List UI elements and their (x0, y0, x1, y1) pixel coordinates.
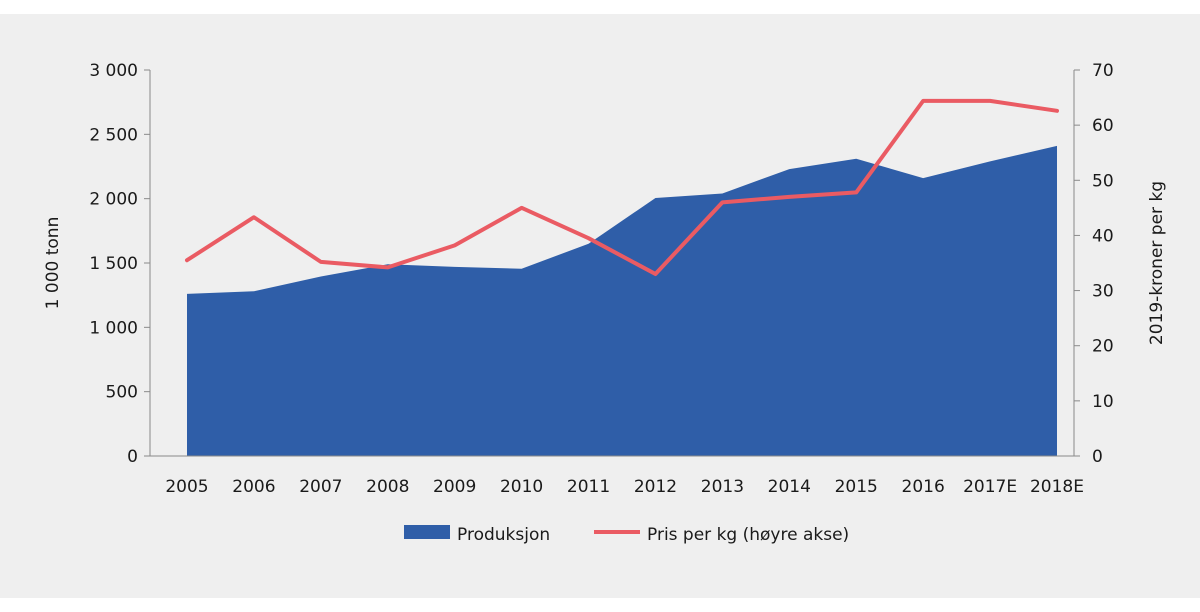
tick-labels: 0 500 1 000 1 500 2 000 2 500 3 000 0 10 20 30 40 50… (89, 61, 1113, 497)
x-tick-label: 2007 (299, 477, 342, 497)
chart-svg: 0 500 1 000 1 500 2 000 2 500 3 000 0 10 20 30 40 50… (43, 61, 1167, 545)
x-tick-label: 2005 (165, 477, 208, 497)
axes (144, 69, 1080, 457)
legend-label-produksjon: Produksjon (457, 525, 550, 545)
y-right-tick-label: 10 (1092, 392, 1114, 412)
y-right-tick-label: 0 (1092, 447, 1103, 467)
y-right-tick-label: 70 (1092, 61, 1114, 81)
y-right-tick-label: 50 (1092, 171, 1114, 191)
x-tick-label: 2018E (1030, 477, 1084, 497)
y-left-tick-label: 1 000 (89, 318, 138, 338)
y-right-tick-label: 20 (1092, 337, 1114, 357)
x-tick-label: 2008 (366, 477, 409, 497)
x-tick-label: 2012 (634, 477, 677, 497)
legend-label-pris: Pris per kg (høyre akse) (647, 525, 849, 545)
x-tick-label: 2006 (232, 477, 275, 497)
x-tick-label: 2016 (902, 477, 945, 497)
x-tick-label: 2010 (500, 477, 543, 497)
price-line-layer (185, 98, 1059, 277)
y-left-tick-label: 2 000 (89, 190, 138, 210)
production-area-layer (187, 145, 1057, 456)
y-right-tick-label: 30 (1092, 282, 1114, 302)
y-axis-left-title: 1 000 tonn (43, 217, 63, 310)
y-left-tick-label: 3 000 (89, 61, 138, 81)
y-right-tick-label: 60 (1092, 116, 1114, 136)
y-right-tick-label: 40 (1092, 226, 1114, 246)
y-left-tick-label: 0 (127, 447, 138, 467)
y-left-tick-label: 1 500 (89, 254, 138, 274)
x-tick-label: 2013 (701, 477, 744, 497)
y-axis-right-title: 2019-kroner per kg (1147, 181, 1167, 345)
y-left-tick-label: 500 (106, 383, 138, 403)
x-tick-label: 2015 (835, 477, 878, 497)
price-line (185, 98, 1059, 277)
x-tick-label: 2009 (433, 477, 476, 497)
legend: Produksjon Pris per kg (høyre akse) (404, 525, 849, 545)
x-tick-label: 2011 (567, 477, 610, 497)
chart-panel: 0 500 1 000 1 500 2 000 2 500 3 000 0 10 20 30 40 50… (0, 14, 1200, 598)
production-area (187, 145, 1057, 456)
x-tick-label: 2017E (963, 477, 1017, 497)
x-tick-label: 2014 (768, 477, 811, 497)
legend-swatch-produksjon (404, 525, 450, 539)
y-left-tick-label: 2 500 (89, 125, 138, 145)
